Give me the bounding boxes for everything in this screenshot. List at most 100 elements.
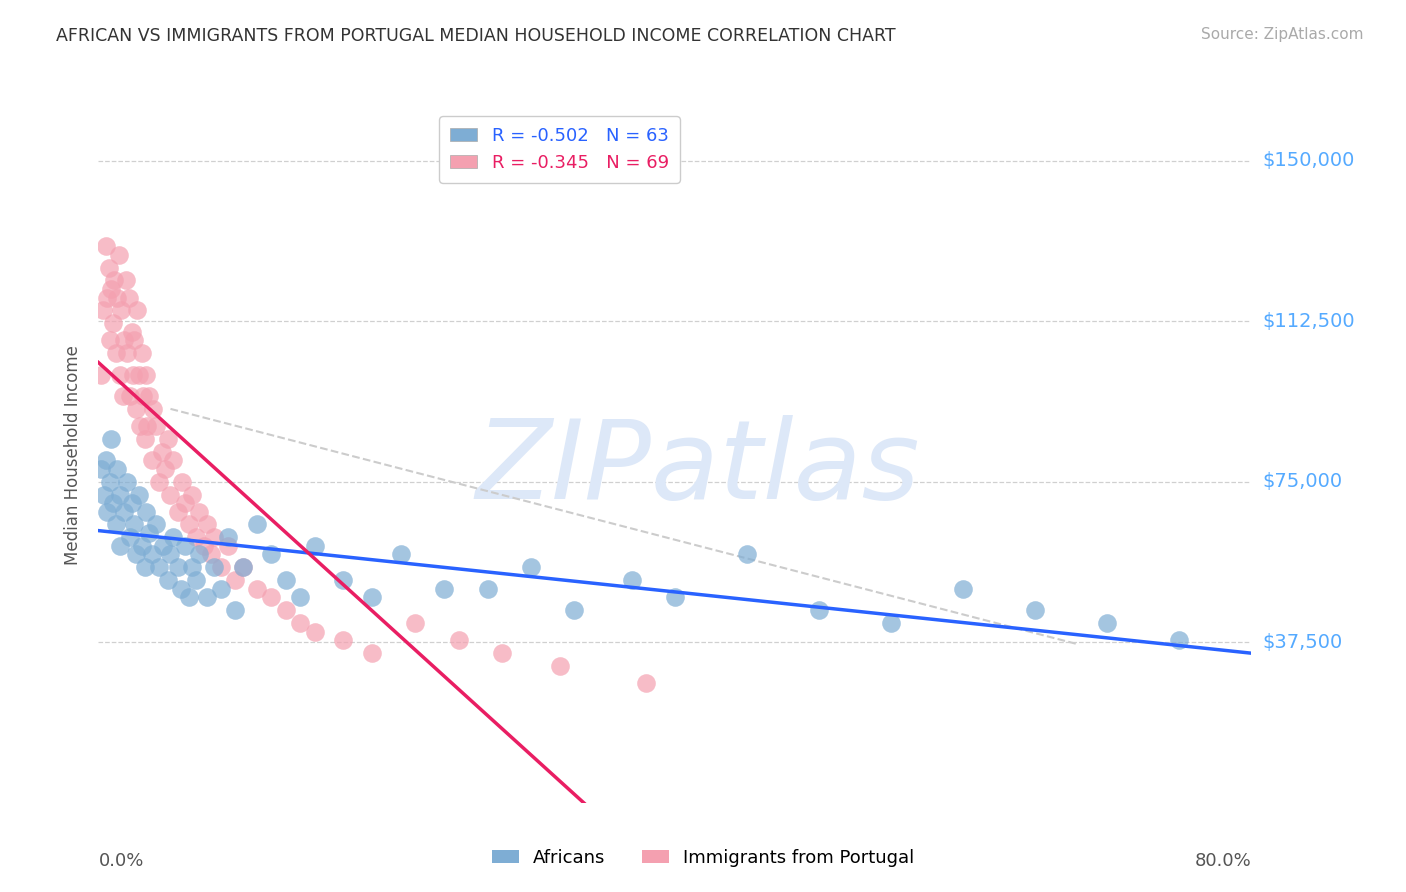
- Point: [209, 582, 232, 596]
- Point: [304, 539, 326, 553]
- Point: [169, 582, 191, 596]
- Point: [105, 462, 128, 476]
- Point: [952, 582, 974, 596]
- Point: [195, 591, 218, 605]
- Point: [361, 646, 384, 660]
- Point: [125, 548, 148, 562]
- Point: [179, 591, 201, 605]
- Point: [101, 316, 124, 330]
- Point: [200, 548, 222, 562]
- Point: [124, 334, 146, 348]
- Point: [217, 530, 239, 544]
- Point: [104, 346, 127, 360]
- Point: [224, 573, 246, 587]
- Point: [332, 573, 354, 587]
- Point: [94, 453, 117, 467]
- Point: [179, 517, 201, 532]
- Point: [548, 658, 571, 673]
- Text: $112,500: $112,500: [1263, 311, 1355, 331]
- Point: [108, 368, 131, 382]
- Point: [127, 303, 149, 318]
- Point: [217, 539, 239, 553]
- Point: [246, 517, 269, 532]
- Point: [93, 487, 115, 501]
- Point: [166, 505, 188, 519]
- Point: [112, 505, 135, 519]
- Point: [202, 560, 225, 574]
- Point: [129, 419, 152, 434]
- Point: [153, 462, 176, 476]
- Point: [100, 432, 122, 446]
- Point: [181, 560, 204, 574]
- Point: [100, 282, 122, 296]
- Point: [620, 573, 643, 587]
- Point: [209, 560, 232, 574]
- Legend: R = -0.502   N = 63, R = -0.345   N = 69: R = -0.502 N = 63, R = -0.345 N = 69: [440, 116, 679, 183]
- Point: [117, 346, 138, 360]
- Text: $37,500: $37,500: [1263, 632, 1343, 652]
- Point: [97, 260, 120, 275]
- Point: [231, 560, 254, 574]
- Point: [1024, 603, 1046, 617]
- Point: [125, 401, 148, 416]
- Point: [108, 487, 131, 501]
- Point: [735, 548, 758, 562]
- Point: [186, 530, 208, 544]
- Point: [361, 591, 384, 605]
- Point: [246, 582, 269, 596]
- Point: [290, 591, 312, 605]
- Point: [145, 517, 167, 532]
- Point: [142, 401, 165, 416]
- Point: [491, 646, 513, 660]
- Point: [188, 505, 211, 519]
- Text: $150,000: $150,000: [1263, 151, 1355, 170]
- Point: [111, 389, 134, 403]
- Point: [162, 453, 184, 467]
- Point: [202, 530, 225, 544]
- Point: [90, 462, 112, 476]
- Point: [156, 573, 179, 587]
- Point: [98, 475, 121, 489]
- Point: [110, 303, 132, 318]
- Point: [98, 334, 121, 348]
- Point: [477, 582, 499, 596]
- Point: [880, 615, 903, 630]
- Point: [159, 548, 181, 562]
- Y-axis label: Median Household Income: Median Household Income: [65, 345, 83, 565]
- Point: [141, 548, 163, 562]
- Point: [145, 419, 167, 434]
- Point: [231, 560, 254, 574]
- Text: 0.0%: 0.0%: [98, 852, 143, 870]
- Point: [188, 548, 211, 562]
- Point: [159, 487, 181, 501]
- Point: [118, 291, 141, 305]
- Point: [193, 539, 215, 553]
- Point: [96, 505, 118, 519]
- Point: [174, 539, 197, 553]
- Point: [290, 615, 312, 630]
- Legend: Africans, Immigrants from Portugal: Africans, Immigrants from Portugal: [485, 842, 921, 874]
- Point: [138, 526, 160, 541]
- Point: [260, 548, 283, 562]
- Point: [274, 573, 297, 587]
- Point: [134, 560, 156, 574]
- Text: AFRICAN VS IMMIGRANTS FROM PORTUGAL MEDIAN HOUSEHOLD INCOME CORRELATION CHART: AFRICAN VS IMMIGRANTS FROM PORTUGAL MEDI…: [56, 27, 896, 45]
- Point: [156, 432, 179, 446]
- Point: [131, 539, 153, 553]
- Point: [260, 591, 283, 605]
- Point: [131, 346, 153, 360]
- Point: [128, 487, 150, 501]
- Point: [162, 530, 184, 544]
- Point: [1168, 633, 1191, 648]
- Point: [120, 389, 142, 403]
- Point: [224, 603, 246, 617]
- Point: [405, 615, 427, 630]
- Point: [807, 603, 830, 617]
- Point: [112, 334, 135, 348]
- Point: [150, 444, 173, 458]
- Point: [121, 325, 143, 339]
- Point: [520, 560, 543, 574]
- Point: [120, 530, 142, 544]
- Point: [186, 573, 208, 587]
- Point: [104, 517, 127, 532]
